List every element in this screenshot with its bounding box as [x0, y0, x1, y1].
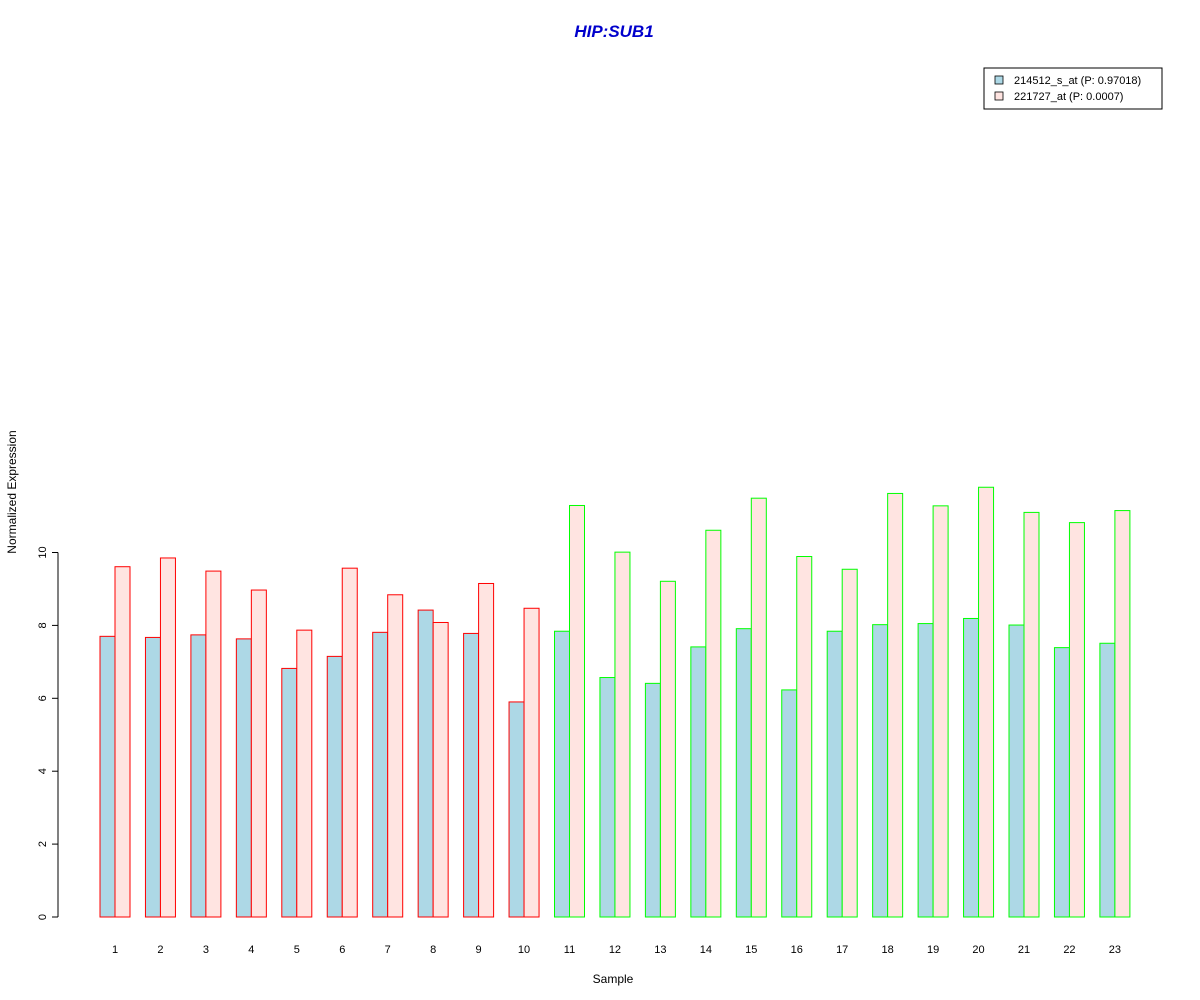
bar-s1-sample-1 — [99, 635, 116, 918]
x-tick-label: 12 — [609, 944, 621, 956]
bar-s2-sample-13 — [659, 580, 676, 918]
bar-s1-sample-5 — [281, 667, 298, 918]
x-tick-label: 19 — [927, 944, 939, 956]
x-tick-label: 16 — [791, 944, 803, 956]
bar-s2-sample-7 — [387, 594, 404, 918]
bar-s2-sample-23 — [1114, 510, 1131, 918]
x-tick-label: 9 — [476, 944, 482, 956]
bar-s1-sample-21 — [1008, 624, 1025, 918]
bar-s2-sample-8 — [432, 621, 449, 918]
x-tick-label: 22 — [1063, 944, 1075, 956]
bar-s1-sample-8 — [417, 609, 434, 918]
bar-s1-sample-11 — [554, 630, 570, 918]
legend-box — [983, 67, 1163, 110]
y-tick-label: 8 — [37, 622, 49, 628]
x-tick-label: 4 — [248, 944, 254, 956]
x-tick-label: 20 — [972, 944, 984, 956]
legend-swatch-series-2 — [994, 91, 1004, 101]
bar-s1-sample-6 — [326, 655, 343, 918]
bar-s2-sample-12 — [614, 551, 631, 918]
bar-s2-sample-21 — [1023, 511, 1040, 918]
bar-s2-sample-5 — [296, 629, 313, 918]
bar-s2-sample-4 — [250, 589, 267, 918]
x-tick-label: 7 — [385, 944, 391, 956]
bar-s2-sample-11 — [569, 504, 585, 918]
y-axis: 0 2 4 6 8 10 — [37, 546, 59, 920]
bar-s2-sample-15 — [750, 497, 767, 918]
x-tick-label: 15 — [745, 944, 757, 956]
legend-label-series-2: 221727_at (P: 0.0007) — [1014, 91, 1123, 103]
bar-s2-sample-19 — [932, 505, 949, 918]
x-tick-label: 13 — [654, 944, 666, 956]
bar-s1-sample-7 — [372, 631, 389, 918]
bar-s1-sample-13 — [644, 682, 661, 918]
x-axis-label: Sample — [593, 972, 634, 986]
bar-s1-sample-22 — [1053, 647, 1070, 918]
bar-s1-sample-10 — [508, 701, 525, 918]
bar-s1-sample-15 — [735, 628, 752, 918]
legend-label-series-1: 214512_s_at (P: 0.97018) — [1014, 75, 1141, 87]
x-tick-label: 6 — [339, 944, 345, 956]
x-tick-label: 8 — [430, 944, 436, 956]
x-tick-label: 21 — [1018, 944, 1030, 956]
bar-s1-sample-23 — [1099, 642, 1116, 918]
bar-s1-sample-14 — [690, 646, 707, 918]
y-tick-label: 2 — [37, 841, 49, 847]
chart-title: HIP:SUB1 — [574, 22, 653, 41]
bar-s2-sample-3 — [205, 570, 222, 918]
bar-s2-sample-9 — [478, 582, 495, 918]
x-tick-label: 11 — [564, 944, 575, 956]
bar-s2-sample-2 — [159, 557, 176, 918]
bars-layer — [99, 486, 1131, 918]
legend: 214512_s_at (P: 0.97018) 221727_at (P: 0… — [983, 67, 1163, 110]
legend-swatch-series-1 — [994, 75, 1004, 85]
bar-s2-sample-17 — [841, 568, 858, 918]
x-tick-label: 17 — [836, 944, 848, 956]
bar-s1-sample-3 — [190, 634, 207, 918]
bar-s2-sample-1 — [114, 566, 131, 918]
bar-s1-sample-20 — [963, 617, 980, 918]
y-axis-label: Normalized Expression — [5, 430, 19, 553]
bar-s1-sample-16 — [781, 689, 798, 918]
bar-s1-sample-2 — [144, 636, 161, 918]
y-tick-label: 6 — [37, 695, 49, 701]
x-tick-label: 3 — [203, 944, 209, 956]
bar-s1-sample-12 — [599, 677, 616, 918]
y-tick-label: 10 — [37, 546, 49, 558]
bar-s2-sample-22 — [1068, 522, 1085, 918]
x-tick-label: 18 — [882, 944, 894, 956]
bar-s1-sample-19 — [917, 623, 934, 918]
bar-s1-sample-9 — [463, 632, 480, 918]
bar-s1-sample-18 — [872, 624, 889, 918]
bar-s2-sample-18 — [887, 492, 904, 918]
x-tick-label: 14 — [700, 944, 712, 956]
x-tick-label: 10 — [518, 944, 530, 956]
x-tick-label: 1 — [112, 944, 118, 956]
bar-s2-sample-16 — [796, 556, 813, 918]
bar-s1-sample-4 — [235, 638, 252, 918]
y-tick-label: 0 — [37, 914, 49, 920]
bar-s2-sample-14 — [705, 529, 722, 918]
bar-s1-sample-17 — [826, 630, 843, 918]
x-tick-label: 23 — [1109, 944, 1121, 956]
y-tick-label: 4 — [37, 768, 49, 774]
bar-s2-sample-20 — [978, 486, 995, 918]
bar-s2-sample-10 — [523, 607, 540, 918]
x-tick-labels: 1 2 3 4 5 6 7 8 9 10 11 12 13 14 15 16 17 18 19 20 21 22 23 — [112, 944, 1121, 956]
x-tick-label: 2 — [157, 944, 163, 956]
x-tick-label: 5 — [294, 944, 300, 956]
bar-s2-sample-6 — [341, 567, 358, 918]
